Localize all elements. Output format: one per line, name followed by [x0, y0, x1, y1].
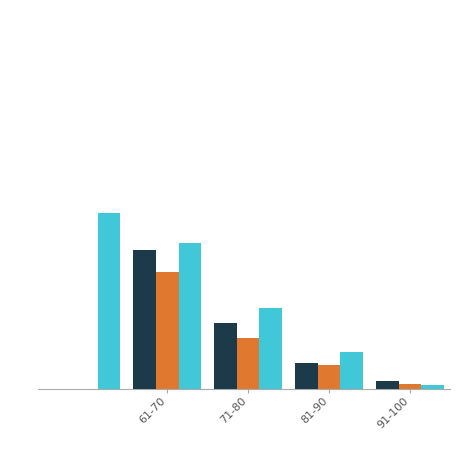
Bar: [179, 243, 201, 389]
Bar: [340, 352, 363, 389]
Bar: [295, 363, 318, 389]
Bar: [399, 384, 421, 389]
Bar: [318, 365, 340, 389]
Bar: [214, 323, 237, 389]
Bar: [421, 385, 444, 389]
Bar: [376, 382, 399, 389]
Bar: [259, 308, 282, 389]
Bar: [133, 250, 156, 389]
Bar: [98, 0, 120, 389]
Bar: [237, 337, 259, 389]
Bar: [156, 272, 179, 389]
